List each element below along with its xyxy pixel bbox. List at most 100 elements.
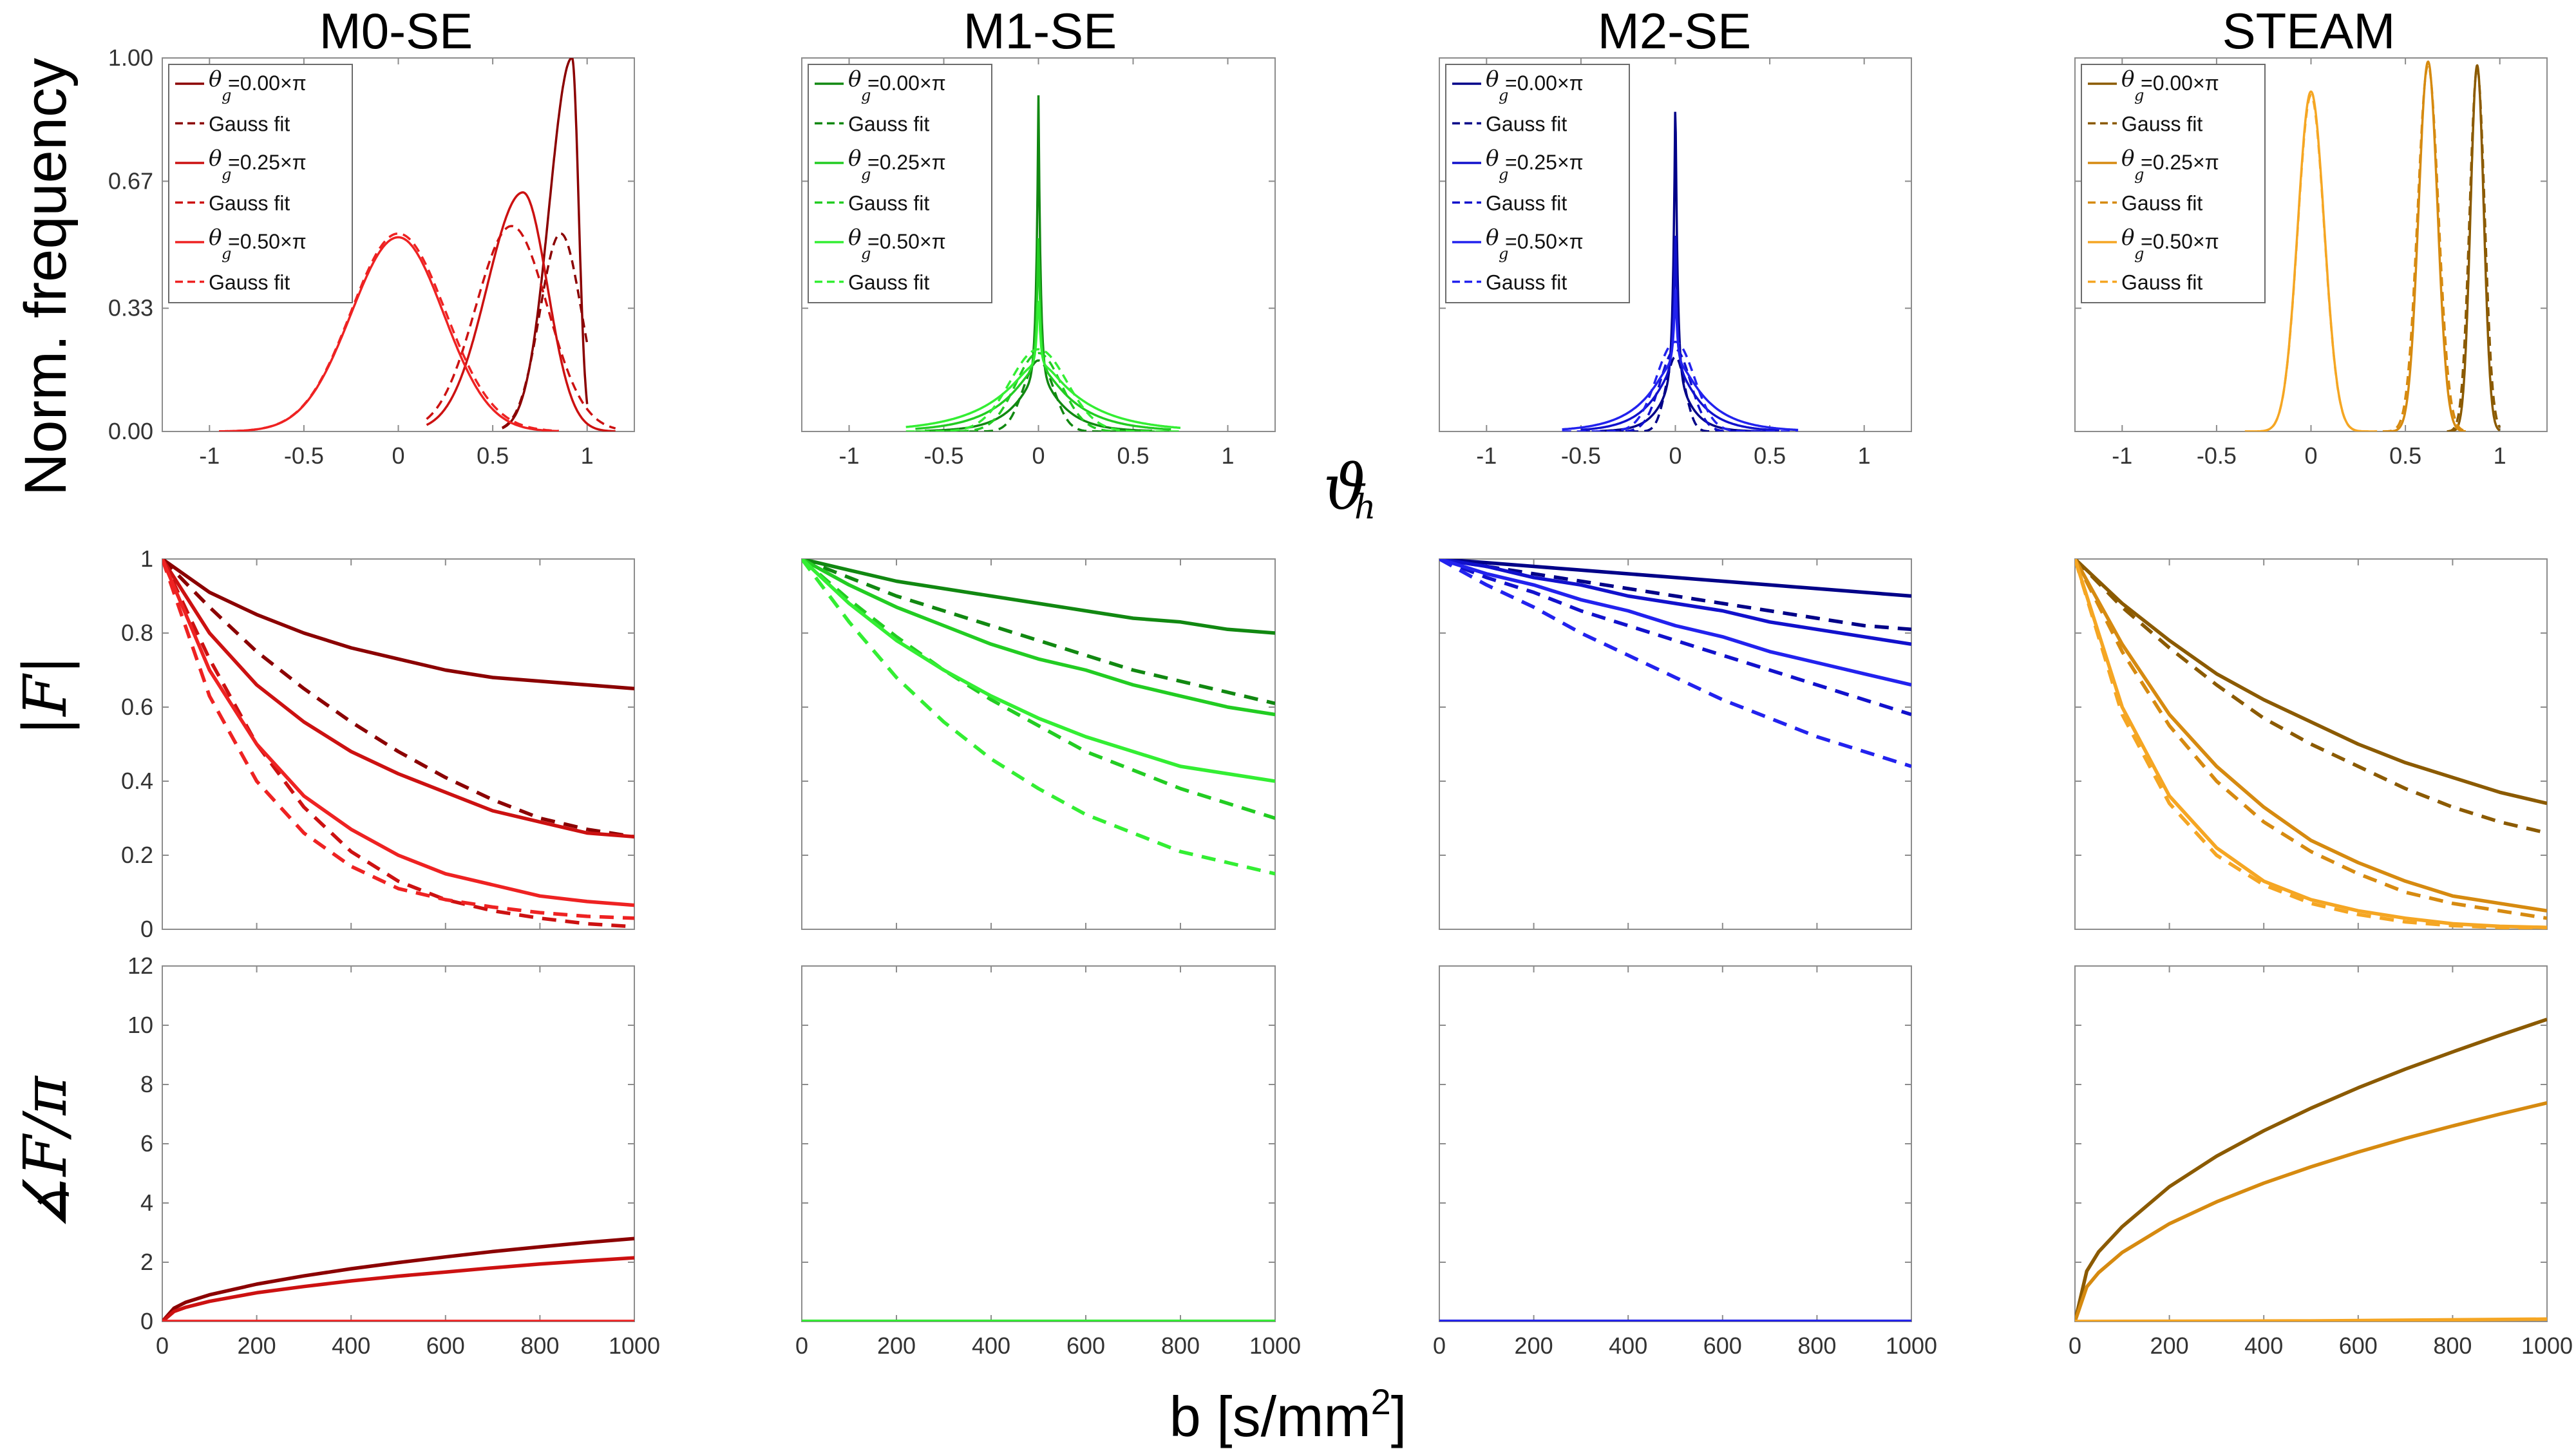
legend-box <box>2081 64 2266 303</box>
legend-label: =0.00×π <box>2141 71 2219 95</box>
bottom-xlabel: b [s/mm2] <box>1170 1381 1407 1448</box>
series-line-g-0-00 <box>162 1236 634 1321</box>
panel-magnitude-m2-se <box>1439 558 1912 930</box>
plot-area <box>2075 1018 2547 1321</box>
series-line-g-0-00 <box>2075 1018 2547 1321</box>
x-tick-label: 0.5 <box>1754 442 1786 469</box>
x-tick-label: 0 <box>2069 1332 2081 1359</box>
x-tick-label: 200 <box>1515 1332 1553 1359</box>
series-line-g-0-00-gauss-fit <box>1439 559 1911 632</box>
y-tick-label: 8 <box>140 1071 153 1097</box>
y-tick-label: 0.67 <box>108 167 153 194</box>
legend-theta-symbol: θ <box>1486 146 1499 171</box>
x-tick-label: -0.5 <box>2197 442 2237 469</box>
axes-frame <box>1439 558 1912 930</box>
panel-phase-m0-se: 0 2 4 6 8 10 12 0 200 400 600 800 1000 <box>128 952 660 1359</box>
series-line-g-0-50 <box>219 236 559 431</box>
series-line-g-0-50 <box>2075 1317 2547 1321</box>
x-tick-label: 0 <box>392 442 404 469</box>
row1-xlabel-symbol: ϑ <box>1323 451 1368 524</box>
series-line-g-0-25 <box>2382 60 2466 431</box>
series-line-g-0-50 <box>802 559 1275 783</box>
series-line-g-0-50-gauss-fit <box>162 559 634 920</box>
legend-label: Gauss fit <box>1486 113 1567 136</box>
series-line-g-0-50-gauss-fit <box>802 559 1275 876</box>
panels: 0.000.330.671.00-1 -0.5 0 0.5 1θg=0.00×πGaus… <box>108 44 2573 1359</box>
legend-theta-subscript: g <box>222 86 231 104</box>
y-tick-label: 2 <box>140 1249 153 1275</box>
plot-area <box>2075 559 2547 929</box>
legend-theta-symbol: θ <box>2121 66 2134 92</box>
y-tick-label: 4 <box>140 1189 153 1216</box>
series-line-g-0-00 <box>1439 559 1911 598</box>
legend-theta-symbol: θ <box>1486 225 1499 251</box>
legend-box <box>1445 64 1630 303</box>
legend-theta-subscript: g <box>1499 166 1508 184</box>
x-tick-label: 0 <box>1433 1332 1446 1359</box>
gauss-fit-line-g-0-50 <box>2244 94 2378 431</box>
plot-area <box>802 559 1275 876</box>
x-tick-label: 0 <box>1669 442 1681 469</box>
series-line-g-0-50 <box>1439 559 1911 687</box>
legend-theta-symbol: θ <box>848 146 861 171</box>
panel-magnitude-m0-se: 0 0.2 0.4 0.6 0.8 1 <box>121 545 635 942</box>
series-line-g-0-25-gauss-fit <box>2075 559 2547 920</box>
x-tick-label: 800 <box>1797 1332 1836 1359</box>
panel-magnitude-m1-se <box>801 558 1276 930</box>
x-tick-label: -1 <box>199 442 220 469</box>
gauss-fit-line-g-0-25 <box>426 225 616 430</box>
series-line-g-0-25 <box>426 191 616 431</box>
legend-label: Gauss fit <box>848 192 929 215</box>
legend-label: =0.00×π <box>867 71 946 95</box>
x-tick-label: -0.5 <box>284 442 324 469</box>
y-tick-label: 0.2 <box>121 842 153 868</box>
series-line-g-0-00-gauss-fit <box>802 559 1275 705</box>
x-tick-label: 0.5 <box>1117 442 1149 469</box>
legend-theta-symbol: θ <box>209 225 222 251</box>
legend-label: Gauss fit <box>2121 271 2202 294</box>
legend-theta-subscript: g <box>1499 245 1508 263</box>
x-tick-label: 1 <box>581 442 594 469</box>
plot-area <box>162 559 634 929</box>
panel-magnitude-steam <box>2074 558 2548 930</box>
gauss-fit-line-g-0-00 <box>925 359 1152 431</box>
x-tick-label: 0.5 <box>2389 442 2421 469</box>
axes-frame <box>162 965 635 1322</box>
column-title-m2-se: M2-SE <box>1598 3 1751 59</box>
x-tick-label: -0.5 <box>923 442 963 469</box>
series-line-g-0-50-gauss-fit <box>2075 559 2547 929</box>
x-tick-label: 1000 <box>2521 1332 2573 1359</box>
series-line-g-0-25 <box>2075 1101 2547 1321</box>
legend-theta-symbol: θ <box>848 225 861 251</box>
series-line-g-0-25 <box>162 1256 634 1321</box>
legend-theta-subscript: g <box>861 245 871 263</box>
x-tick-label: 200 <box>238 1332 276 1359</box>
legend-label: =0.50×π <box>867 230 946 253</box>
legend-label: =0.25×π <box>228 151 307 174</box>
y-tick-label: 0.8 <box>121 620 153 646</box>
legend-theta-symbol: θ <box>2121 146 2134 171</box>
x-tick-label: 400 <box>972 1332 1010 1359</box>
series-line-g-0-00-gauss-fit <box>2075 559 2547 835</box>
legend-label: =0.00×π <box>1505 71 1584 95</box>
row1-xlabel-subscript: h <box>1354 488 1376 527</box>
y-tick-label: 0 <box>140 916 153 942</box>
series-line-g-0-25 <box>162 559 634 839</box>
legend-theta-subscript: g <box>861 166 871 184</box>
axes-frame <box>801 558 1276 930</box>
column-title-m0-se: M0-SE <box>319 3 473 59</box>
plot-area <box>162 1236 634 1321</box>
legend-box <box>168 64 353 303</box>
row1-xlabel: ϑ h <box>1323 451 1376 527</box>
legend-label: Gauss fit <box>209 113 290 136</box>
legend-label: Gauss fit <box>1486 192 1567 215</box>
series-line-g-0-25-gauss-fit <box>1439 559 1911 717</box>
series-line-g-0-50 <box>2075 559 2547 929</box>
legend-theta-subscript: g <box>222 245 231 263</box>
plot-area <box>1439 559 1911 768</box>
bottom-xlabel-text: b [s/mm2] <box>1170 1381 1407 1448</box>
